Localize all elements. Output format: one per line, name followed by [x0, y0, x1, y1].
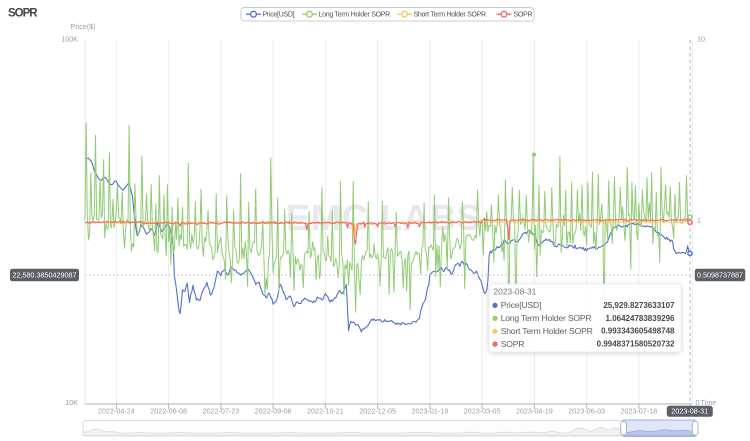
- svg-text:EMC LABS: EMC LABS: [286, 197, 482, 238]
- svg-text:SOPR: SOPR: [501, 339, 525, 349]
- svg-text:10: 10: [697, 34, 705, 43]
- svg-text:Price[USD]: Price[USD]: [501, 300, 542, 310]
- svg-text:Price[USD]: Price[USD]: [263, 12, 295, 19]
- svg-text:2023-08-31: 2023-08-31: [494, 287, 537, 297]
- svg-text:2023-01-19: 2023-01-19: [412, 407, 449, 416]
- svg-text:Short Term Holder SOPR: Short Term Holder SOPR: [414, 12, 487, 19]
- svg-text:SOPR: SOPR: [8, 8, 38, 20]
- svg-text:2022-07-23: 2022-07-23: [203, 407, 240, 416]
- svg-text:1: 1: [697, 216, 701, 225]
- svg-text:2023-06-03: 2023-06-03: [568, 407, 605, 416]
- svg-text:25,929.8273633107: 25,929.8273633107: [603, 301, 675, 310]
- svg-text:10K: 10K: [65, 398, 78, 407]
- svg-text:0.993343605498748: 0.993343605498748: [601, 327, 675, 336]
- svg-text:100K: 100K: [61, 34, 78, 43]
- svg-text:0.9948371580520732: 0.9948371580520732: [597, 340, 675, 349]
- svg-text:2022-09-06: 2022-09-06: [255, 407, 292, 416]
- svg-text:2022-12-05: 2022-12-05: [359, 407, 396, 416]
- svg-text:2022-10-21: 2022-10-21: [307, 407, 344, 416]
- svg-text:2023-03-05: 2023-03-05: [464, 407, 501, 416]
- svg-text:1.06424783839296: 1.06424783839296: [606, 314, 676, 323]
- svg-text:Price($): Price($): [70, 22, 95, 31]
- svg-text:22,580.3850429087: 22,580.3850429087: [13, 270, 77, 279]
- svg-text:Long Term Holder SOPR: Long Term Holder SOPR: [501, 313, 592, 323]
- svg-text:Time: Time: [701, 398, 717, 407]
- svg-text:2022-04-24: 2022-04-24: [98, 407, 135, 416]
- svg-text:0: 0: [696, 398, 700, 407]
- svg-text:2023-07-18: 2023-07-18: [621, 407, 658, 416]
- svg-text:2023-04-19: 2023-04-19: [516, 407, 553, 416]
- svg-text:Long Term Holder SOPR: Long Term Holder SOPR: [319, 12, 391, 19]
- svg-text:2022-06-08: 2022-06-08: [150, 407, 187, 416]
- svg-text:SOPR: SOPR: [514, 12, 533, 19]
- svg-text:2023-08-31: 2023-08-31: [671, 407, 708, 416]
- svg-text:Short Term Holder SOPR: Short Term Holder SOPR: [501, 326, 593, 336]
- svg-text:0.5098737887: 0.5098737887: [697, 270, 743, 279]
